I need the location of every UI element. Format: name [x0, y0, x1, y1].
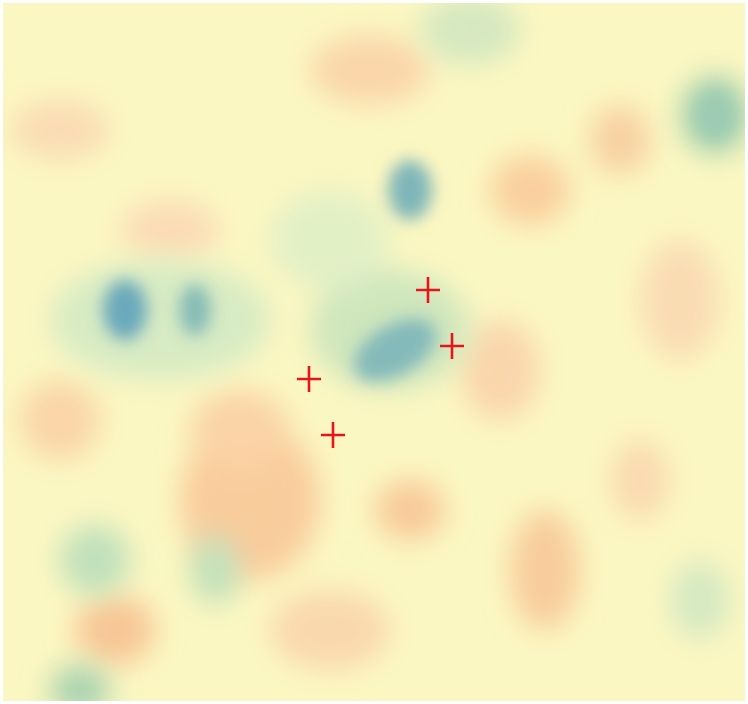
raster-map: [0, 0, 748, 704]
page: [0, 0, 748, 704]
heatmap: [0, 0, 748, 704]
